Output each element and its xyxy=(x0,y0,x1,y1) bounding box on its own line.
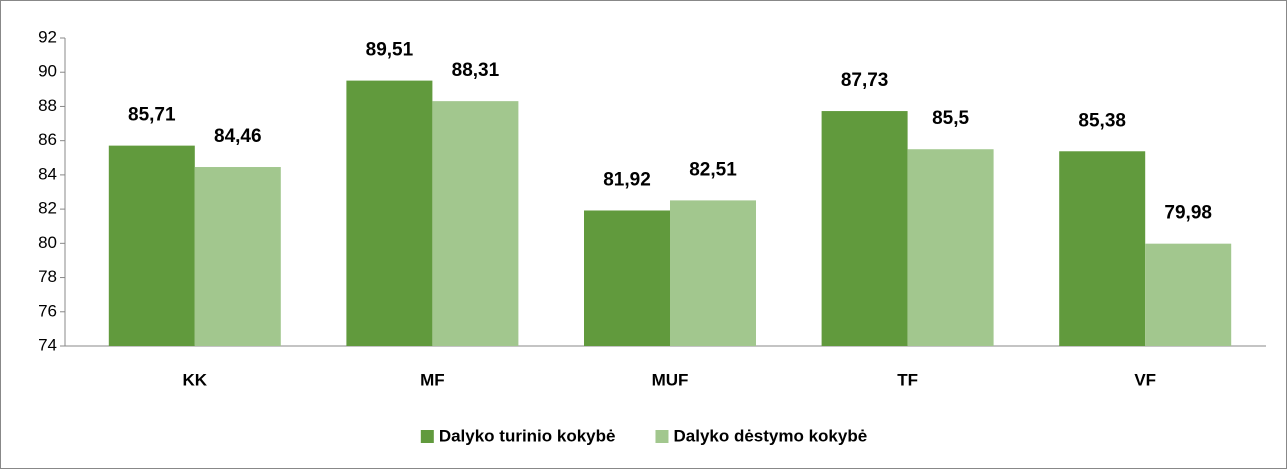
y-tick-label: 84 xyxy=(38,164,57,183)
legend-swatch xyxy=(420,430,434,443)
legend-label: Dalyko turinio kokybė xyxy=(439,426,616,445)
y-tick-label: 82 xyxy=(38,199,57,218)
value-label: 88,31 xyxy=(452,60,500,81)
value-label: 85,38 xyxy=(1078,110,1126,131)
y-tick-label: 86 xyxy=(38,130,57,149)
x-tick-label: MUF xyxy=(652,370,689,389)
bar xyxy=(432,101,519,346)
bar xyxy=(670,200,756,346)
value-label: 81,92 xyxy=(603,169,651,190)
value-label: 84,46 xyxy=(214,126,262,147)
value-label: 79,98 xyxy=(1164,203,1212,224)
legend-swatch xyxy=(655,430,669,443)
y-tick-label: 74 xyxy=(38,335,57,354)
y-tick-label: 80 xyxy=(38,233,57,252)
x-tick-label: KK xyxy=(183,370,208,389)
bar xyxy=(346,80,433,347)
bar xyxy=(1059,151,1146,346)
x-tick-label: VF xyxy=(1134,370,1156,389)
bar xyxy=(584,210,670,346)
legend-label: Dalyko dėstymo kokybė xyxy=(673,426,867,445)
y-tick-label: 90 xyxy=(38,62,57,81)
value-label: 82,51 xyxy=(689,159,737,180)
value-label: 89,51 xyxy=(366,40,414,61)
bar xyxy=(821,111,908,346)
value-label: 85,71 xyxy=(128,105,176,126)
bar xyxy=(108,145,195,346)
x-tick-label: MF xyxy=(420,370,445,389)
y-tick-label: 92 xyxy=(38,27,57,46)
bar xyxy=(194,167,281,346)
y-tick-label: 88 xyxy=(38,96,57,115)
value-label: 87,73 xyxy=(841,70,889,91)
bar xyxy=(907,149,994,346)
y-tick-label: 78 xyxy=(38,267,57,286)
value-label: 85,5 xyxy=(932,108,969,129)
y-tick-label: 76 xyxy=(38,301,57,320)
x-tick-label: TF xyxy=(897,370,918,389)
bar xyxy=(1145,243,1232,346)
